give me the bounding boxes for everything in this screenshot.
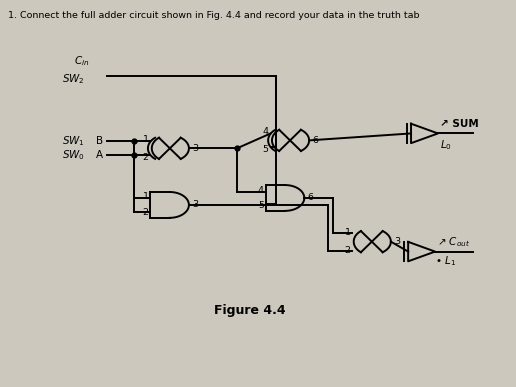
Text: 3: 3	[192, 200, 198, 209]
Text: $SW_1$: $SW_1$	[62, 134, 85, 148]
Text: B: B	[95, 136, 103, 146]
Text: 1: 1	[142, 192, 149, 202]
Text: ↗ $C_{out}$: ↗ $C_{out}$	[437, 235, 471, 248]
Text: 4: 4	[258, 185, 264, 195]
Text: 3: 3	[394, 237, 400, 246]
Text: $SW_2$: $SW_2$	[62, 72, 85, 86]
Text: 2: 2	[142, 208, 149, 217]
Text: 1: 1	[345, 228, 350, 237]
Text: ↗ SUM: ↗ SUM	[440, 118, 479, 128]
Text: 1: 1	[142, 135, 149, 144]
Text: 3: 3	[192, 144, 198, 153]
Text: Figure 4.4: Figure 4.4	[214, 304, 285, 317]
Text: • $L_1$: • $L_1$	[435, 255, 456, 269]
Text: 5: 5	[258, 201, 264, 211]
Text: 5: 5	[263, 145, 269, 154]
Text: $SW_0$: $SW_0$	[62, 148, 85, 162]
Text: 6: 6	[307, 194, 313, 202]
Text: 6: 6	[312, 136, 318, 145]
Text: 4: 4	[263, 127, 269, 136]
Text: $C_{in}$: $C_{in}$	[73, 54, 89, 68]
Text: 1. Connect the full adder circuit shown in Fig. 4.4 and record your data in the : 1. Connect the full adder circuit shown …	[8, 11, 420, 20]
Text: A: A	[95, 150, 103, 160]
Text: 2: 2	[345, 246, 350, 255]
Text: $L_0$: $L_0$	[440, 139, 452, 152]
Text: 2: 2	[142, 153, 149, 162]
